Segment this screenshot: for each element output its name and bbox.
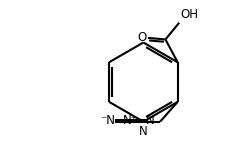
Text: N: N — [139, 125, 148, 138]
Text: N: N — [146, 114, 154, 127]
Text: ⁻N: ⁻N — [100, 114, 115, 127]
Text: N⁺: N⁺ — [123, 114, 138, 127]
Text: OH: OH — [180, 8, 198, 21]
Text: O: O — [137, 31, 146, 44]
